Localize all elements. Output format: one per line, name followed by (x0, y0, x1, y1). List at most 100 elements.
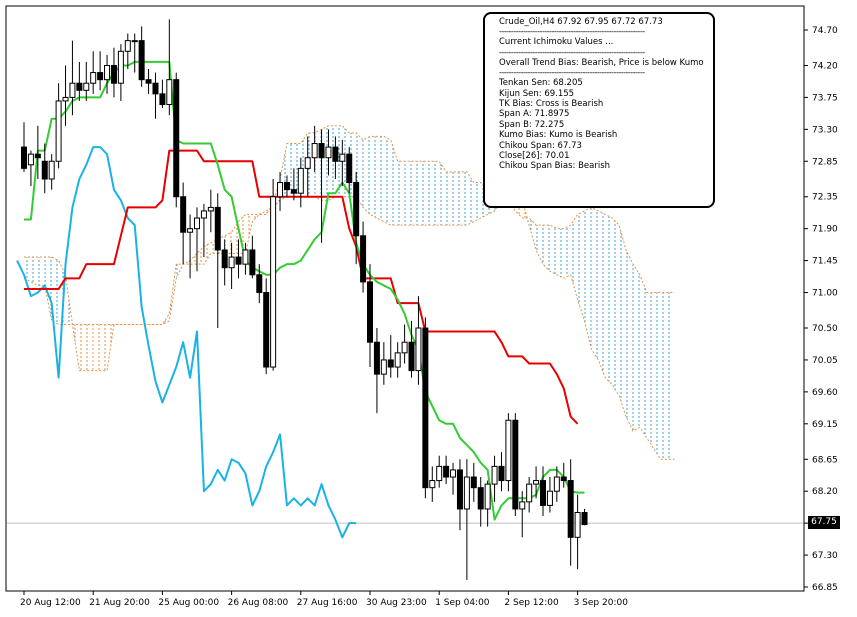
kumo-segment (404, 161, 412, 226)
candle (110, 47, 117, 98)
kumo-segment (245, 214, 253, 254)
candle (429, 466, 436, 502)
kumo-segment (653, 292, 661, 460)
y-tick-label: 72.85 (812, 157, 838, 167)
candle (173, 72, 180, 208)
candle-body (207, 206, 214, 212)
y-tick-label: 68.65 (812, 455, 838, 465)
kumo-segment (577, 210, 585, 321)
candle-body (436, 465, 443, 482)
kumo-segment (203, 242, 211, 265)
kumo-segment (107, 324, 114, 371)
y-tick-label: 67.30 (812, 551, 838, 561)
candle (256, 264, 263, 304)
candle-body (533, 480, 540, 485)
indicator-lines (7, 60, 803, 539)
candle-body (450, 469, 457, 478)
candle (387, 335, 394, 378)
candle-body (124, 40, 131, 52)
candle (200, 203, 207, 258)
x-tick-label: 1 Sep 04:00 (435, 598, 490, 608)
kumo-segment (224, 232, 232, 254)
kumo-segment (24, 257, 31, 282)
y-tick-label: 73.75 (812, 93, 838, 103)
kumo-cloud (23, 125, 675, 460)
candle (145, 69, 152, 94)
kumo-segment (238, 214, 246, 254)
candle (505, 413, 512, 492)
candle (477, 477, 484, 527)
kumo-segment (51, 257, 59, 325)
candle (332, 136, 339, 180)
time-axis: 20 Aug 12:00 21 Aug 20:00 25 Aug 00:00 26 A… (20, 591, 628, 608)
candle (339, 139, 346, 187)
candle-body (21, 146, 27, 169)
candle (297, 157, 304, 208)
candle-body (159, 93, 166, 106)
candle (443, 455, 450, 485)
kumo-segment (563, 225, 571, 279)
candle-body (194, 217, 200, 230)
kumo-segment (79, 324, 87, 371)
candle (380, 342, 387, 385)
y-tick-label: 70.50 (812, 324, 838, 334)
candle-body (491, 465, 498, 485)
candle (166, 19, 173, 116)
candle (277, 171, 284, 211)
candle (21, 122, 27, 172)
info-separator: ----------------------------------------… (499, 68, 645, 78)
kumo-segment (190, 253, 197, 265)
candle (367, 264, 373, 368)
candle-body (477, 487, 484, 510)
candle (422, 317, 429, 499)
candle-body (83, 82, 90, 91)
kumo-segment (543, 225, 550, 272)
info-chikou-bias: Chikou Span Bias: Bearish (499, 161, 611, 172)
candle-body (380, 359, 387, 375)
candle (235, 239, 242, 279)
candle-body (214, 206, 221, 251)
x-tick-label: 2 Sep 12:00 (504, 598, 559, 608)
candle (325, 129, 332, 176)
info-separator: ----------------------------------------… (499, 27, 645, 37)
candle (540, 466, 546, 517)
x-tick-label: 25 Aug 00:00 (158, 598, 219, 608)
candle (436, 455, 443, 488)
candle-body (353, 182, 360, 237)
kumo-segment (86, 324, 94, 371)
y-tick-label: 70.05 (812, 356, 838, 366)
candle-body (131, 40, 138, 43)
candle (519, 491, 526, 538)
candle (214, 193, 221, 329)
candle (138, 26, 145, 87)
candle (152, 72, 159, 119)
candle-body (145, 79, 152, 84)
y-tick-label: 71.00 (812, 289, 838, 299)
kumo-segment (626, 249, 633, 431)
y-tick-label: 72.35 (812, 193, 838, 203)
price-axis: 74.70 74.20 73.75 73.30 72.85 72.35 71.90 71.45… (804, 26, 838, 593)
candle-body (62, 96, 69, 102)
kumo-segment (183, 260, 191, 265)
candle (159, 79, 166, 109)
candle-body (256, 274, 263, 294)
info-chikou: Chikou Span: 67.73 (499, 140, 582, 151)
candle (83, 61, 90, 101)
info-kumo-bias: Kumo Bias: Kumo is Bearish (499, 130, 618, 141)
candle (249, 235, 256, 279)
kumo-segment (473, 182, 481, 222)
candle-body (470, 476, 477, 489)
kumo-segment (639, 274, 647, 438)
kumo-segment (425, 161, 433, 226)
candle-body (373, 341, 380, 375)
candle (283, 175, 290, 197)
plot-frame (5, 5, 805, 592)
y-tick-label: 73.30 (812, 125, 838, 135)
tenkan-sen-line (24, 60, 585, 521)
candle-body (332, 146, 339, 162)
candle-body (200, 210, 207, 219)
candle-body (505, 419, 512, 482)
kumo-segment (605, 214, 613, 385)
candle-body (456, 469, 463, 510)
